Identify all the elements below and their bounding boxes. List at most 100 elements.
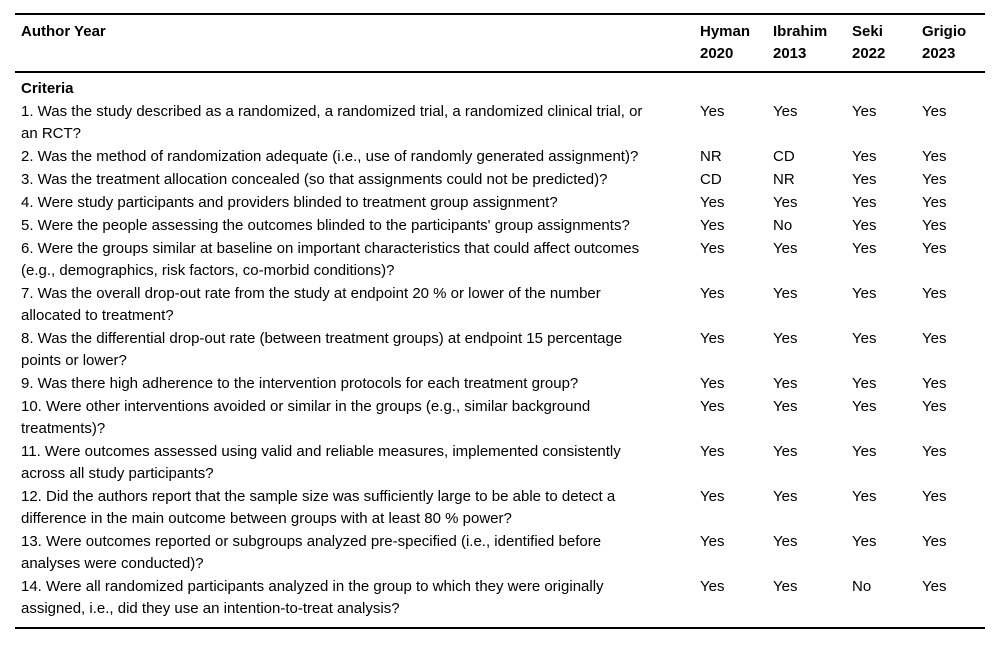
rating-cell: Yes — [922, 285, 947, 302]
criterion-row: 3. Was the treatment allocation conceale… — [15, 168, 985, 191]
rating-cell: CD — [700, 171, 722, 188]
rating-cell: Yes — [773, 443, 798, 460]
rating-cell: Yes — [700, 194, 725, 211]
rating-cell: Yes — [700, 533, 725, 550]
rating-cell: Yes — [852, 103, 877, 120]
rating-cell: Yes — [773, 578, 798, 595]
study-year: 2023 — [922, 45, 956, 62]
rating-cell: NR — [773, 171, 795, 188]
rating-cell: Yes — [922, 171, 947, 188]
rating-cell: Yes — [922, 103, 947, 120]
rating-cell: Yes — [852, 194, 877, 211]
quality-assessment-table: Author Year Hyman 2020 Ibrahim 2013 Seki 2022… — [15, 13, 985, 629]
study-year: 2022 — [852, 45, 886, 62]
study-header-ibrahim: Ibrahim 2013 — [773, 14, 852, 72]
criterion-row: 5. Were the people assessing the outcome… — [15, 214, 985, 237]
rating-cell: Yes — [852, 375, 877, 392]
rating-cell: NR — [700, 148, 722, 165]
criterion-text: 9. Was there high adherence to the inter… — [21, 375, 579, 392]
study-name: Grigio — [922, 23, 967, 40]
rating-cell: Yes — [922, 488, 947, 505]
rating-cell: CD — [773, 148, 795, 165]
rating-cell: Yes — [922, 194, 947, 211]
rating-cell: Yes — [922, 443, 947, 460]
rating-cell: Yes — [773, 285, 798, 302]
rating-cell: Yes — [773, 240, 798, 257]
criterion-row: 9. Was there high adherence to the inter… — [15, 372, 985, 395]
rating-cell: Yes — [700, 217, 725, 234]
rating-cell: Yes — [700, 330, 725, 347]
rating-cell: No — [773, 217, 793, 234]
criterion-text: 1. Was the study described as a randomiz… — [21, 103, 643, 142]
rating-cell: Yes — [773, 398, 798, 415]
criterion-row: 4. Were study participants and providers… — [15, 191, 985, 214]
criteria-section-label: Criteria — [21, 80, 74, 97]
rating-cell: Yes — [700, 240, 725, 257]
study-year: 2013 — [773, 45, 807, 62]
rating-cell: No — [852, 578, 872, 595]
criterion-text: 3. Was the treatment allocation conceale… — [21, 171, 608, 188]
criterion-text: 5. Were the people assessing the outcome… — [21, 217, 630, 234]
criterion-text: 13. Were outcomes reported or subgroups … — [21, 533, 602, 572]
author-year-header-cell: Author Year — [15, 14, 700, 72]
rating-cell: Yes — [773, 103, 798, 120]
criterion-text: 6. Were the groups similar at baseline o… — [21, 240, 640, 279]
criterion-text: 10. Were other interventions avoided or … — [21, 398, 591, 437]
criterion-text: 8. Was the differential drop-out rate (b… — [21, 330, 623, 369]
rating-cell: Yes — [700, 443, 725, 460]
criterion-row: 14. Were all randomized participants ana… — [15, 575, 985, 628]
study-name: Ibrahim — [773, 23, 828, 40]
criterion-row: 11. Were outcomes assessed using valid a… — [15, 440, 985, 485]
rating-cell: Yes — [852, 148, 877, 165]
rating-cell: Yes — [773, 533, 798, 550]
rating-cell: Yes — [922, 330, 947, 347]
rating-cell: Yes — [773, 330, 798, 347]
rating-cell: Yes — [700, 375, 725, 392]
study-header-seki: Seki 2022 — [852, 14, 922, 72]
rating-cell: Yes — [700, 398, 725, 415]
rating-cell: Yes — [852, 398, 877, 415]
criterion-text: 4. Were study participants and providers… — [21, 194, 558, 211]
rating-cell: Yes — [852, 171, 877, 188]
author-year-label: Author Year — [21, 23, 106, 40]
rating-cell: Yes — [852, 285, 877, 302]
study-header-hyman: Hyman 2020 — [700, 14, 773, 72]
criterion-text: 7. Was the overall drop-out rate from th… — [21, 285, 601, 324]
study-header-grigio: Grigio 2023 — [922, 14, 985, 72]
criterion-row: 12. Did the authors report that the samp… — [15, 485, 985, 530]
criterion-text: 14. Were all randomized participants ana… — [21, 578, 604, 617]
rating-cell: Yes — [922, 533, 947, 550]
rating-cell: Yes — [922, 398, 947, 415]
rating-cell: Yes — [773, 488, 798, 505]
rating-cell: Yes — [852, 330, 877, 347]
criterion-row: 6. Were the groups similar at baseline o… — [15, 237, 985, 282]
rating-cell: Yes — [700, 103, 725, 120]
rating-cell: Yes — [852, 533, 877, 550]
rating-cell: Yes — [773, 194, 798, 211]
study-name: Seki — [852, 23, 883, 40]
criteria-section-row: Criteria — [15, 72, 985, 100]
rating-cell: Yes — [773, 375, 798, 392]
criterion-row: 13. Were outcomes reported or subgroups … — [15, 530, 985, 575]
criterion-text: 2. Was the method of randomization adequ… — [21, 148, 639, 165]
rating-cell: Yes — [700, 285, 725, 302]
criterion-row: 7. Was the overall drop-out rate from th… — [15, 282, 985, 327]
criterion-row: 10. Were other interventions avoided or … — [15, 395, 985, 440]
criterion-row: 8. Was the differential drop-out rate (b… — [15, 327, 985, 372]
criterion-row: 1. Was the study described as a randomiz… — [15, 100, 985, 145]
rating-cell: Yes — [852, 217, 877, 234]
study-name: Hyman — [700, 23, 751, 40]
rating-cell: Yes — [922, 148, 947, 165]
criterion-text: 12. Did the authors report that the samp… — [21, 488, 616, 527]
rating-cell: Yes — [852, 443, 877, 460]
rating-cell: Yes — [852, 240, 877, 257]
criterion-row: 2. Was the method of randomization adequ… — [15, 145, 985, 168]
criterion-text: 11. Were outcomes assessed using valid a… — [21, 443, 621, 482]
rating-cell: Yes — [700, 488, 725, 505]
rating-cell: Yes — [922, 240, 947, 257]
rating-cell: Yes — [922, 375, 947, 392]
rating-cell: Yes — [700, 578, 725, 595]
rating-cell: Yes — [922, 578, 947, 595]
rating-cell: Yes — [852, 488, 877, 505]
